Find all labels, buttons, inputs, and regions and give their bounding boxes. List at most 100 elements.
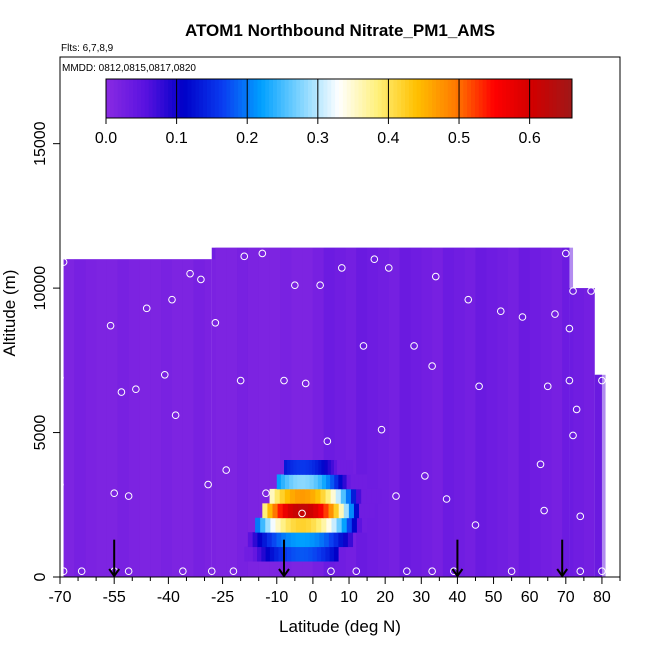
plume-cell xyxy=(321,517,327,533)
plume-cell xyxy=(260,517,266,533)
plume-cell xyxy=(366,488,372,504)
colorbar-segment xyxy=(272,79,278,118)
x-tick-label: 80 xyxy=(593,589,611,606)
colorbar-segment xyxy=(222,79,227,118)
plume-cell xyxy=(287,460,291,475)
colorbar-segment xyxy=(218,79,223,118)
plume-cell xyxy=(336,517,343,533)
plume-cell xyxy=(252,532,258,548)
plume-cell xyxy=(293,474,298,490)
sample-point xyxy=(301,379,310,388)
colorbar-segment xyxy=(241,79,247,118)
colorbar-segment xyxy=(199,79,204,118)
colorbar-segment xyxy=(226,79,231,118)
plume-cell xyxy=(318,460,322,475)
sample-point xyxy=(186,269,194,278)
sample-point xyxy=(543,382,552,391)
colorbar-segment xyxy=(505,79,511,118)
plume-cell xyxy=(333,503,340,519)
sample-point xyxy=(428,567,436,576)
plume-cell xyxy=(300,488,306,504)
plume-cell xyxy=(267,503,273,519)
sample-point xyxy=(211,318,220,327)
sample-point xyxy=(496,307,505,316)
colorbar-tick-label: 0.4 xyxy=(377,130,399,147)
plume-cell xyxy=(343,460,347,475)
x-tick-label: 20 xyxy=(376,589,394,606)
plume-cell xyxy=(269,488,276,504)
colorbar-segment xyxy=(373,79,379,118)
texture-strip xyxy=(334,247,346,577)
colorbar-tick-label: 0.6 xyxy=(519,130,541,147)
colorbar-segment xyxy=(370,79,375,118)
x-tick-label: 50 xyxy=(485,589,503,606)
colorbar-segment xyxy=(168,79,173,118)
colorbar-frame xyxy=(105,78,573,119)
plume-cell xyxy=(369,503,375,519)
texture-strip xyxy=(583,288,595,577)
colorbar-segment xyxy=(420,79,425,118)
plume-cell xyxy=(279,488,286,504)
texture-strip xyxy=(573,288,584,577)
plume-cell xyxy=(359,503,365,519)
plume-cell xyxy=(318,503,324,519)
arrow-head xyxy=(556,568,569,578)
colorbar-tick-label: 0.3 xyxy=(307,130,329,147)
colorbar-segment xyxy=(552,79,557,118)
colorbar-segment xyxy=(405,79,410,118)
texture-strip xyxy=(453,247,465,577)
sample-point xyxy=(576,567,585,576)
colorbar-segment xyxy=(494,79,499,118)
colorbar-segment xyxy=(152,79,157,118)
colorbar-segment xyxy=(261,79,266,118)
texture-strip xyxy=(399,247,411,577)
y-axis-label: Altitude (m) xyxy=(0,270,19,357)
texture-strip xyxy=(291,247,303,577)
sample-point xyxy=(323,437,332,446)
plume-cell xyxy=(265,546,271,562)
colorbar-segment xyxy=(300,79,305,118)
colorbar-segment xyxy=(191,79,196,118)
texture-strip xyxy=(442,247,454,577)
plume-cell xyxy=(346,517,353,533)
texture-strip xyxy=(128,259,140,577)
plume-cell xyxy=(356,517,363,533)
plume-cell xyxy=(350,474,356,490)
sample-point xyxy=(236,376,245,385)
plume-cell xyxy=(305,532,311,548)
texture-strip xyxy=(562,247,574,577)
sample-point xyxy=(576,512,585,521)
plume-cell xyxy=(265,517,271,533)
plume-cell xyxy=(295,488,301,504)
colorbar-segment xyxy=(245,79,251,118)
sample-point xyxy=(77,567,86,576)
plume-cell xyxy=(354,474,360,490)
colorbar-segment xyxy=(354,79,359,118)
plume-cell xyxy=(327,460,332,475)
plume-cell xyxy=(295,517,302,533)
plume-cell xyxy=(299,546,305,562)
colorbar-segment xyxy=(137,79,142,118)
colorbar-segment xyxy=(148,79,154,118)
colorbar-segment xyxy=(249,79,255,118)
colorbar-segment xyxy=(389,79,394,118)
colorbar-segment xyxy=(284,79,290,118)
texture-strip xyxy=(106,259,118,577)
colorbar-segment xyxy=(304,79,309,118)
texture-strip xyxy=(161,259,172,577)
arrow-head xyxy=(451,568,464,578)
sample-point xyxy=(384,264,393,272)
colorbar-segment xyxy=(230,79,235,118)
plume-cell xyxy=(312,460,316,475)
sample-point xyxy=(240,252,249,261)
plume-cell xyxy=(269,546,275,562)
plume-cell xyxy=(342,474,347,490)
colorbar-segment xyxy=(269,79,274,118)
colorbar-segment xyxy=(447,79,453,118)
plume-cell xyxy=(358,474,364,490)
sample-point xyxy=(298,509,306,518)
arrow-head xyxy=(108,568,121,578)
sample-point xyxy=(327,567,335,576)
colorbar-segment xyxy=(109,79,115,118)
